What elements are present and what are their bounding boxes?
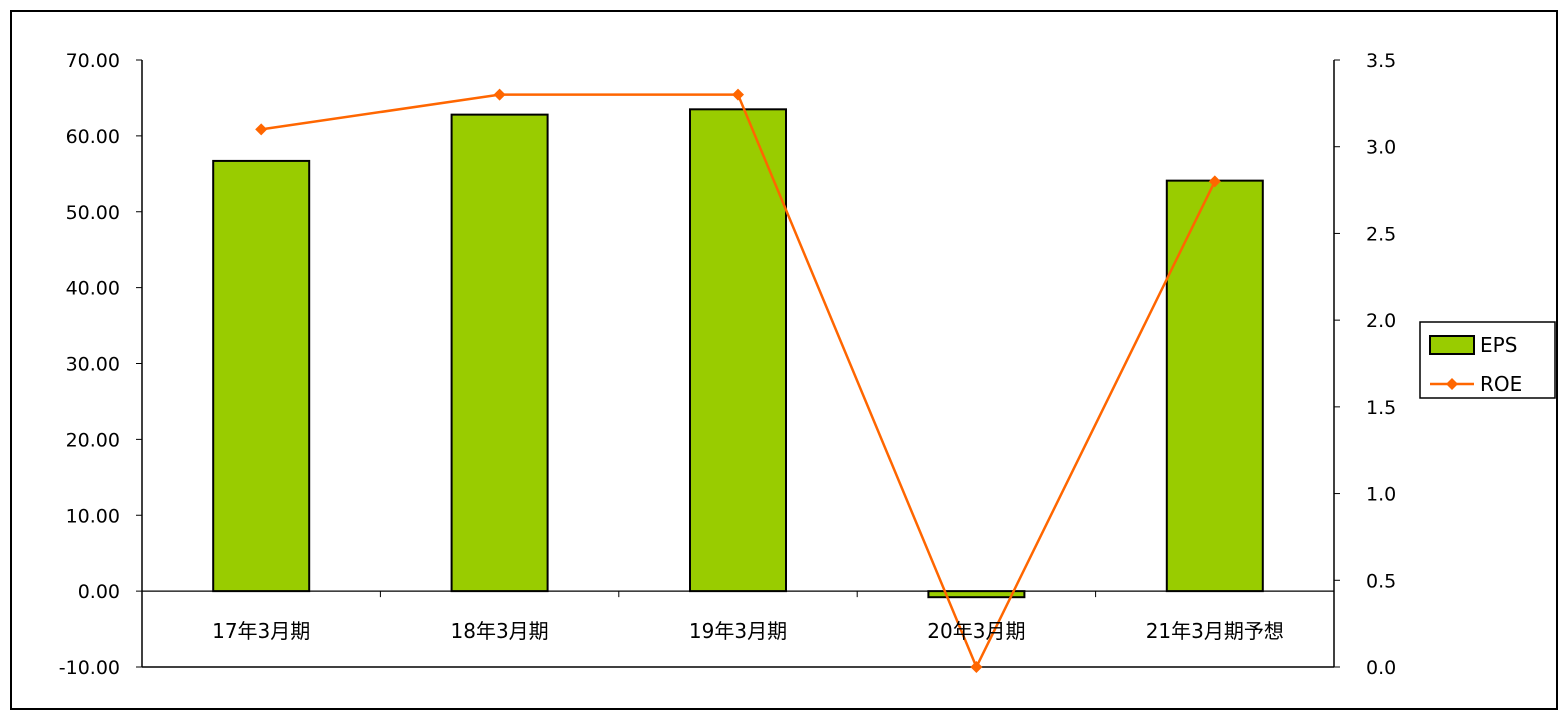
right-tick-label: 2.0	[1366, 310, 1396, 332]
roe-point	[970, 661, 983, 673]
right-tick-label: 0.5	[1366, 570, 1396, 592]
eps-bar	[927, 590, 1026, 599]
eps-bar	[689, 108, 787, 593]
right-tick-label: 3.0	[1366, 137, 1396, 159]
legend-box	[1419, 321, 1556, 399]
left-tick-label: 10.00	[66, 505, 120, 527]
category-labels: 17年3月期 18年3月期 19年3月期 20年3月期 21年3月期予想	[212, 619, 1284, 643]
roe-point	[255, 123, 268, 136]
legend-eps-swatch	[1429, 335, 1475, 355]
left-tick-label: 30.00	[66, 354, 120, 376]
left-tick-label: 60.00	[66, 126, 120, 148]
left-tick-label: 0.00	[78, 581, 120, 603]
category-label: 19年3月期	[689, 619, 787, 643]
legend-roe-label: ROE	[1480, 372, 1522, 396]
roe-point	[493, 88, 506, 101]
eps-bar	[212, 159, 311, 593]
category-label: 17年3月期	[212, 619, 310, 643]
left-tick-label: 20.00	[66, 429, 120, 451]
legend: EPS ROE	[1419, 321, 1556, 399]
right-axis-ticks: 0.0 0.5 1.0 1.5 2.0 2.5 3.0 3.5	[1334, 50, 1396, 679]
left-tick-label: -10.00	[59, 657, 120, 679]
left-tick-label: 40.00	[66, 278, 120, 300]
eps-bar	[450, 113, 549, 593]
legend-roe-marker	[1446, 378, 1458, 390]
right-tick-label: 2.5	[1366, 223, 1396, 245]
left-tick-label: 50.00	[66, 202, 120, 224]
eps-bar	[1165, 179, 1264, 593]
right-tick-label: 0.0	[1366, 657, 1396, 679]
roe-line-series	[255, 88, 1221, 673]
roe-point	[732, 88, 744, 101]
category-label: 18年3月期	[451, 619, 549, 643]
legend-eps-label: EPS	[1480, 333, 1517, 357]
category-label: 20年3月期	[927, 619, 1025, 643]
right-tick-label: 3.5	[1366, 50, 1396, 72]
eps-bars	[212, 108, 1264, 599]
roe-point	[1208, 175, 1221, 188]
left-axis-ticks: -10.00 0.00 10.00 20.00 30.00 40.00 50.00 60.00…	[59, 50, 142, 679]
right-tick-label: 1.0	[1366, 484, 1396, 506]
left-tick-label: 70.00	[66, 50, 120, 72]
right-tick-label: 1.5	[1366, 397, 1396, 419]
category-label: 21年3月期予想	[1146, 619, 1284, 643]
